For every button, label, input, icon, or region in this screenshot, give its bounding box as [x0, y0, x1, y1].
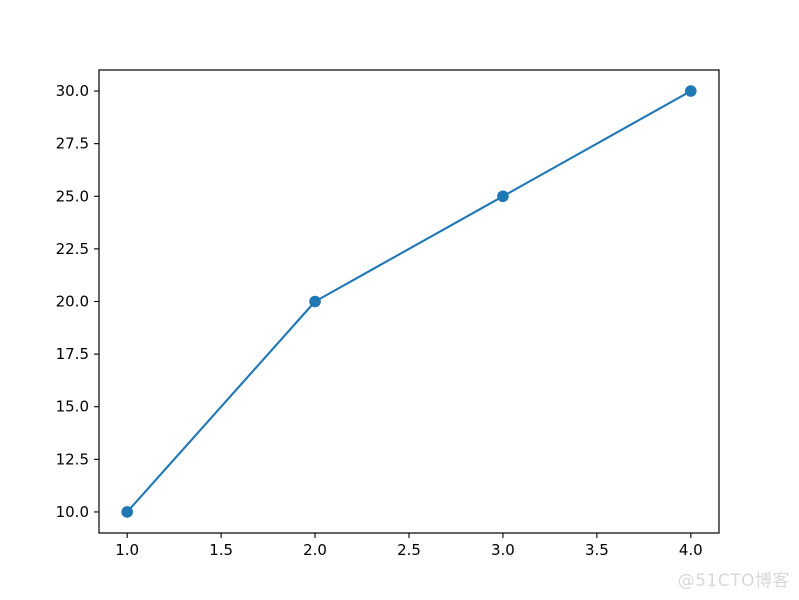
x-tick-label: 2.0	[303, 541, 327, 559]
x-tick-label: 2.5	[397, 541, 421, 559]
data-line	[126, 89, 692, 514]
data-point-marker	[309, 295, 321, 308]
data-point-marker	[685, 85, 697, 97]
y-tick-label: 27.5	[56, 135, 89, 153]
axes-border	[98, 69, 720, 534]
data-point-marker	[497, 190, 509, 203]
y-tick-label: 17.5	[56, 345, 89, 363]
x-tick-label: 3.0	[491, 541, 515, 559]
x-tick-label: 4.0	[679, 541, 703, 559]
x-tick-label: 1.0	[115, 541, 139, 559]
x-tick-label: 1.5	[209, 541, 233, 559]
y-tick-label: 12.5	[56, 450, 89, 468]
watermark: @51CTO博客	[677, 571, 790, 591]
y-tick-label: 25.0	[56, 187, 89, 205]
y-tick-label: 15.0	[56, 398, 89, 416]
y-tick-label: 20.0	[56, 293, 89, 311]
y-tick-label: 22.5	[56, 240, 89, 258]
x-tick-label: 3.5	[585, 541, 609, 559]
data-point-marker	[121, 506, 133, 518]
y-tick-label: 30.0	[56, 82, 89, 100]
y-tick-label: 10.0	[56, 503, 89, 521]
